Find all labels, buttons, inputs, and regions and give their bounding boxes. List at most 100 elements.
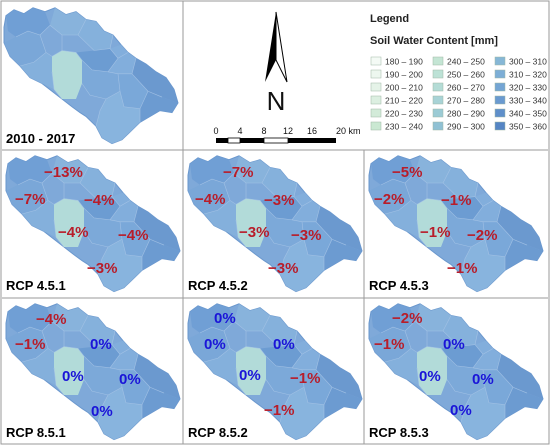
legend-label: 300 – 310	[509, 57, 547, 67]
legend-label: 180 – 190	[385, 57, 423, 67]
change-e: −1%	[290, 370, 320, 387]
change-c: 0%	[239, 367, 261, 384]
legend-item: 310 – 320	[494, 69, 547, 80]
change-c: −1%	[420, 224, 450, 241]
change-c: 0%	[419, 368, 441, 385]
legend-label: 210 – 220	[385, 96, 423, 106]
legend-label: 310 – 320	[509, 70, 547, 80]
change-w: −7%	[15, 191, 45, 208]
scale-tick-16: 16	[307, 126, 317, 136]
legend-label: 200 – 210	[385, 83, 423, 93]
legend-item: 200 – 210	[370, 82, 423, 93]
legend-item: 280 – 290	[432, 108, 485, 119]
panel-label: RCP 8.5.1	[6, 425, 66, 440]
legend-swatch	[370, 69, 382, 79]
change-e: −2%	[467, 227, 497, 244]
change-s: −1%	[447, 260, 477, 277]
change-s: −1%	[264, 402, 294, 419]
change-nw: −13%	[44, 164, 83, 181]
scale-tick-12: 12	[283, 126, 293, 136]
panel-label: RCP 4.5.3	[369, 278, 429, 293]
legend-swatch	[370, 121, 382, 131]
legend-label: 190 – 200	[385, 70, 423, 80]
legend-item: 220 – 230	[370, 108, 423, 119]
legend-swatch	[494, 56, 506, 66]
map-panel-rcp453: −5% −2% −1% −1% −2% −1% RCP 4.5.3	[368, 155, 544, 293]
change-e: 0%	[119, 371, 141, 388]
change-nw: −4%	[36, 311, 66, 328]
panel-label: RCP 4.5.1	[6, 278, 66, 293]
scale-tick-0: 0	[213, 126, 218, 136]
panel-label: 2010 - 2017	[6, 131, 75, 146]
legend-swatch	[494, 82, 506, 92]
legend-item: 240 – 250	[432, 56, 485, 67]
legend-item: 250 – 260	[432, 69, 485, 80]
change-s: −3%	[87, 260, 117, 277]
legend-label: 240 – 250	[447, 57, 485, 67]
legend-swatch	[432, 108, 444, 118]
legend-label: 290 – 300	[447, 122, 485, 132]
legend-label: 270 – 280	[447, 96, 485, 106]
change-n: 0%	[90, 336, 112, 353]
legend-item: 320 – 330	[494, 82, 547, 93]
legend-swatch	[494, 121, 506, 131]
map-panel-rcp851: −4% −1% 0% 0% 0% 0% RCP 8.5.1	[5, 303, 181, 441]
north-arrow-letter: N	[267, 86, 286, 116]
legend-swatch	[370, 82, 382, 92]
legend-swatch	[432, 95, 444, 105]
legend-item: 210 – 220	[370, 96, 423, 106]
legend-label: 320 – 330	[509, 83, 547, 93]
legend-swatch	[432, 82, 444, 92]
change-nw: −7%	[223, 164, 253, 181]
panel-label: RCP 8.5.3	[369, 425, 429, 440]
change-c: 0%	[62, 368, 84, 385]
legend-items: 180 – 190 190 – 200 200 – 210 210 – 220 220 …	[370, 56, 547, 132]
legend-item: 230 – 240	[370, 121, 423, 132]
legend-label: 260 – 270	[447, 83, 485, 93]
legend-swatch	[494, 95, 506, 105]
change-nw: 0%	[214, 310, 236, 327]
legend-swatch	[370, 108, 382, 118]
change-s: 0%	[91, 403, 113, 420]
map-panel-baseline: 2010 - 2017	[3, 7, 179, 146]
legend-swatch	[494, 69, 506, 79]
legend-item: 180 – 190	[370, 56, 423, 67]
scale-bar: 0 4 8 12 16 20 km	[213, 126, 361, 144]
change-w: 0%	[204, 336, 226, 353]
legend-item: 330 – 340	[494, 95, 547, 106]
map-panel-rcp451: −13% −7% −4% −4% −4% −3% RCP 4.5.1	[5, 155, 181, 293]
legend-label: 280 – 290	[447, 109, 485, 119]
legend-item: 260 – 270	[432, 82, 485, 93]
legend-label: 350 – 360	[509, 122, 547, 132]
legend-item: 290 – 300	[432, 121, 485, 132]
change-s: −3%	[268, 260, 298, 277]
legend-item: 300 – 310	[494, 56, 547, 67]
legend-title: Legend	[370, 13, 409, 25]
legend-swatch	[370, 56, 382, 66]
map-panel-rcp852: 0% 0% 0% 0% −1% −1% RCP 8.5.2	[187, 303, 363, 441]
map-panel-rcp452: −7% −4% −3% −3% −3% −3% RCP 4.5.2	[187, 155, 363, 293]
change-e: 0%	[472, 371, 494, 388]
change-n: 0%	[273, 336, 295, 353]
legend-label: 330 – 340	[509, 96, 547, 106]
map-panel-rcp853: −2% −1% 0% 0% 0% 0% RCP 8.5.3	[368, 303, 544, 441]
panel-label: RCP 4.5.2	[188, 278, 248, 293]
legend-swatch	[432, 69, 444, 79]
legend-item: 340 – 350	[494, 109, 547, 119]
legend-item: 350 – 360	[494, 121, 547, 132]
change-e: −4%	[118, 227, 148, 244]
change-nw: −2%	[392, 310, 422, 327]
legend-swatch	[432, 121, 444, 131]
change-w: −4%	[195, 191, 225, 208]
change-e: −3%	[291, 227, 321, 244]
legend-label: 230 – 240	[385, 122, 423, 132]
change-w: −1%	[374, 336, 404, 353]
legend-swatch	[432, 56, 444, 66]
legend-label: 250 – 260	[447, 70, 485, 80]
change-s: 0%	[450, 402, 472, 419]
panel-label: RCP 8.5.2	[188, 425, 248, 440]
change-n: −1%	[441, 192, 471, 209]
legend: Legend Soil Water Content [mm] 180 – 190…	[370, 13, 547, 132]
scale-tick-8: 8	[261, 126, 266, 136]
